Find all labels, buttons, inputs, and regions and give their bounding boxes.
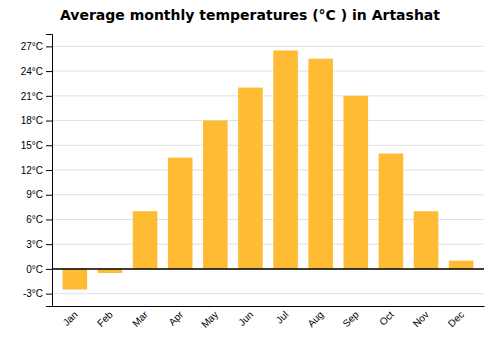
grid-line bbox=[52, 95, 484, 96]
y-tick-mark bbox=[46, 244, 52, 245]
x-tick: Dec bbox=[446, 309, 466, 329]
y-tick: 24°C bbox=[21, 66, 52, 77]
bar bbox=[414, 211, 439, 269]
bar bbox=[133, 211, 158, 269]
x-tick-label: Aug bbox=[305, 309, 325, 329]
bar bbox=[273, 50, 298, 268]
x-tick-label: Oct bbox=[377, 309, 396, 328]
bar bbox=[203, 121, 228, 269]
grid bbox=[52, 46, 484, 293]
x-tick-label: Nov bbox=[411, 309, 431, 329]
y-axis-line bbox=[46, 35, 53, 307]
x-tick: Mar bbox=[130, 308, 150, 328]
y-tick-mark bbox=[46, 195, 52, 196]
x-tick: Jul bbox=[274, 309, 291, 326]
y-tick-label: 6°C bbox=[26, 214, 43, 225]
x-tick: Nov bbox=[411, 309, 431, 329]
y-tick: 3°C bbox=[26, 239, 52, 250]
y-tick-label: 15°C bbox=[21, 140, 43, 151]
zero-line bbox=[52, 268, 484, 270]
y-tick-label: 12°C bbox=[21, 165, 43, 176]
bar bbox=[308, 59, 333, 269]
y-tick-mark bbox=[46, 145, 52, 146]
x-tick: Aug bbox=[305, 309, 325, 329]
y-tick-mark bbox=[46, 269, 52, 270]
y-tick-mark bbox=[46, 294, 52, 295]
chart: Average monthly temperatures (°C ) in Ar… bbox=[0, 0, 500, 350]
y-tick-mark bbox=[46, 96, 52, 97]
y-tick: 6°C bbox=[26, 214, 52, 225]
y-tick-label: 18°C bbox=[21, 115, 43, 126]
bar bbox=[168, 158, 193, 269]
x-tick: Apr bbox=[166, 308, 185, 327]
grid-line bbox=[52, 194, 484, 195]
bar bbox=[449, 261, 474, 269]
bar bbox=[63, 269, 88, 290]
plot: -3°C 0°C 3°C 6°C 9°C 12°C 15°C 18°C 21°C 24°C 27°C… bbox=[21, 35, 485, 330]
x-axis: Jan Feb Mar Apr May Jun Jul Aug Sep Oct Nov Dec bbox=[53, 307, 485, 330]
bars bbox=[63, 50, 474, 289]
x-tick: Jun bbox=[236, 309, 255, 328]
x-tick-label: Jul bbox=[274, 309, 291, 326]
y-tick: 9°C bbox=[26, 189, 52, 200]
bar bbox=[379, 154, 404, 269]
grid-line bbox=[52, 46, 484, 47]
x-axis-line bbox=[53, 306, 485, 307]
y-tick: 15°C bbox=[21, 140, 52, 151]
grid-line bbox=[52, 120, 484, 121]
x-tick-label: May bbox=[199, 309, 220, 330]
grid-line bbox=[52, 170, 484, 171]
y-tick-label: 9°C bbox=[26, 189, 43, 200]
bar bbox=[344, 96, 369, 269]
grid-line bbox=[52, 268, 484, 269]
y-tick-mark bbox=[46, 46, 52, 47]
grid-line bbox=[52, 293, 484, 294]
x-tick-label: Jun bbox=[236, 309, 255, 328]
x-tick-label: Mar bbox=[130, 308, 150, 328]
y-tick: 18°C bbox=[21, 115, 52, 126]
x-tick-label: Dec bbox=[446, 309, 466, 329]
y-tick-mark bbox=[46, 219, 52, 220]
y-tick: -3°C bbox=[23, 288, 52, 299]
y-tick: 21°C bbox=[21, 91, 52, 102]
x-tick: Feb bbox=[95, 309, 115, 329]
x-tick: Oct bbox=[377, 309, 396, 328]
chart-container: Average monthly temperatures (°C ) in Ar… bbox=[0, 0, 500, 350]
x-tick-label: Jan bbox=[61, 309, 80, 328]
y-tick-label: 24°C bbox=[21, 66, 43, 77]
x-tick-label: Feb bbox=[95, 309, 115, 329]
y-tick: 27°C bbox=[21, 41, 52, 52]
x-tick: Sep bbox=[340, 309, 361, 330]
y-tick-label: -3°C bbox=[23, 288, 43, 299]
bar bbox=[238, 88, 263, 269]
x-tick: May bbox=[199, 309, 220, 330]
x-tick-label: Sep bbox=[340, 309, 361, 330]
y-tick-label: 27°C bbox=[21, 41, 43, 52]
grid-line bbox=[52, 145, 484, 146]
grid-line bbox=[52, 71, 484, 72]
y-tick-mark bbox=[46, 121, 52, 122]
y-tick-mark bbox=[46, 170, 52, 171]
x-tick: Jan bbox=[61, 309, 80, 328]
y-tick-label: 21°C bbox=[21, 91, 43, 102]
y-axis: -3°C 0°C 3°C 6°C 9°C 12°C 15°C 18°C 21°C 24°C 27°C bbox=[21, 35, 53, 307]
y-tick-mark bbox=[46, 71, 52, 72]
y-tick: 0°C bbox=[26, 264, 52, 275]
y-tick: 12°C bbox=[21, 165, 52, 176]
y-tick-label: 3°C bbox=[26, 239, 43, 250]
y-tick-label: 0°C bbox=[26, 264, 43, 275]
title: Average monthly temperatures (°C ) in Ar… bbox=[60, 7, 440, 23]
x-tick-label: Apr bbox=[166, 308, 185, 327]
